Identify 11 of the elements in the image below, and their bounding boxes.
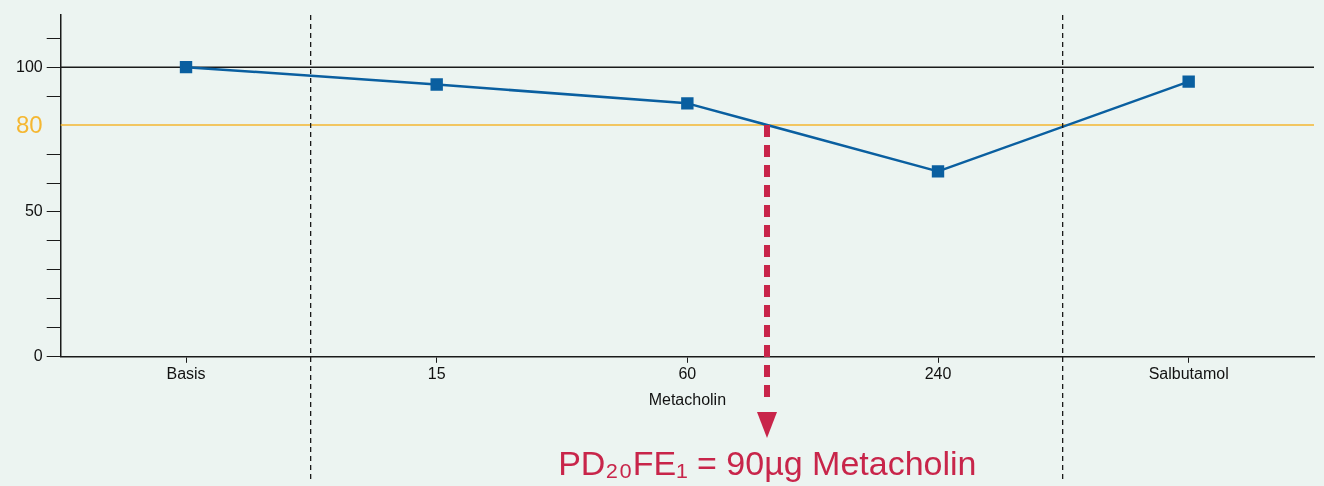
x-tick-label: Salbutamol [1148,364,1229,382]
text: PD₂₀FE₁ = 90µg Metacholin [557,444,978,483]
ref-line-label: 80 [15,110,43,138]
x-tick-label: 240 [924,364,952,382]
x-tick-label: 15 [427,364,446,382]
y-tick-label: 50 [24,202,43,220]
y-tick-label: 0 [33,347,43,365]
text: Metacholin [647,390,728,409]
x-tick-label: 60 [678,364,697,382]
x-tick-label: Basis [166,364,206,382]
y-tick-label: 100 [15,57,43,75]
